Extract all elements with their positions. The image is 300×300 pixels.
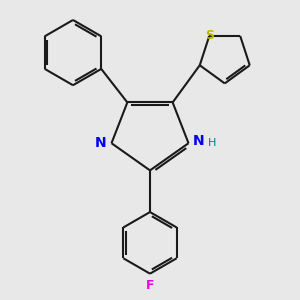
Text: N: N	[94, 136, 106, 150]
Text: N: N	[193, 134, 205, 148]
Text: F: F	[146, 279, 154, 292]
Text: S: S	[205, 29, 214, 42]
Text: H: H	[208, 138, 216, 148]
